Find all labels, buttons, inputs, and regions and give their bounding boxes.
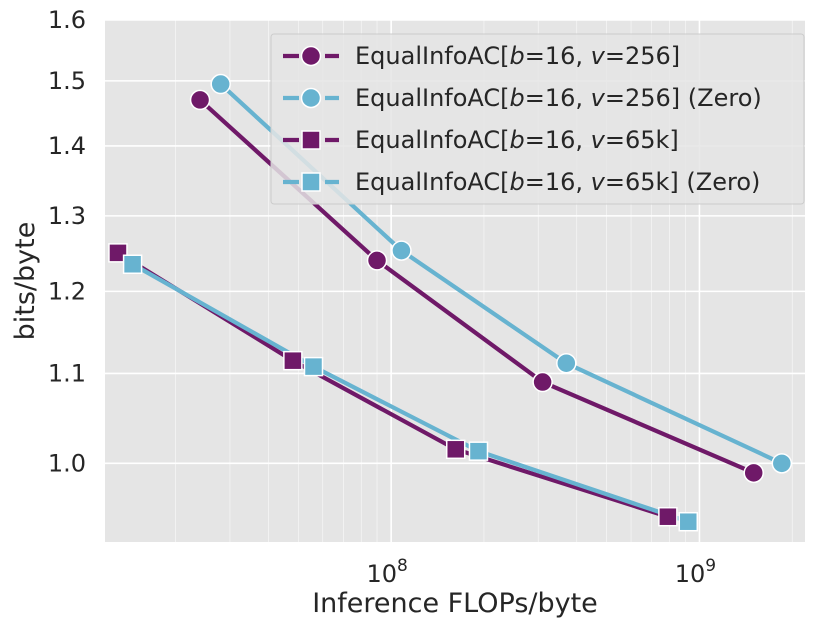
data-point [447, 440, 465, 458]
x-tick-label: 109 [675, 556, 716, 588]
legend-label: EqualInfoAC[b=16, v=65k] [355, 126, 679, 154]
data-point [392, 241, 411, 260]
legend-marker [302, 131, 320, 149]
data-point [772, 454, 791, 473]
data-point [211, 75, 230, 94]
data-point [469, 442, 487, 460]
y-axis-ticks: 1.0 1.1 1.2 1.3 1.4 1.5 1.6 [48, 6, 86, 477]
y-tick-label: 1.4 [48, 132, 86, 160]
data-point [191, 90, 210, 109]
data-point [744, 463, 763, 482]
data-point [284, 352, 302, 370]
legend-marker [302, 173, 320, 191]
y-tick-label: 1.1 [48, 359, 86, 387]
legend-label: EqualInfoAC[b=16, v=256] [355, 42, 680, 70]
y-tick-label: 1.0 [48, 449, 86, 477]
x-axis-label: Inference FLOPs/byte [312, 588, 598, 619]
legend-marker [302, 89, 321, 108]
legend-entry: EqualInfoAC[b=16, v=65k] (Zero) [283, 168, 760, 196]
legend-label: EqualInfoAC[b=16, v=65k] (Zero) [355, 168, 760, 196]
data-point [305, 358, 323, 376]
legend-entry: EqualInfoAC[b=16, v=256] (Zero) [283, 84, 762, 112]
data-point [368, 251, 387, 270]
legend-marker [302, 47, 321, 66]
data-point [124, 255, 142, 273]
y-tick-label: 1.6 [48, 6, 86, 34]
data-point [659, 508, 677, 526]
y-axis-label: bits/byte [10, 222, 41, 341]
data-point [557, 354, 576, 373]
x-tick-label: 108 [366, 556, 407, 588]
y-tick-label: 1.2 [48, 277, 86, 305]
legend-label: EqualInfoAC[b=16, v=256] (Zero) [355, 84, 762, 112]
legend: EqualInfoAC[b=16, v=256] EqualInfoAC[b=16… [271, 34, 804, 204]
y-tick-label: 1.5 [48, 67, 86, 95]
data-point [679, 513, 697, 531]
y-tick-label: 1.3 [48, 202, 86, 230]
data-point [533, 373, 552, 392]
x-axis-ticks: 108 109 [366, 556, 716, 588]
